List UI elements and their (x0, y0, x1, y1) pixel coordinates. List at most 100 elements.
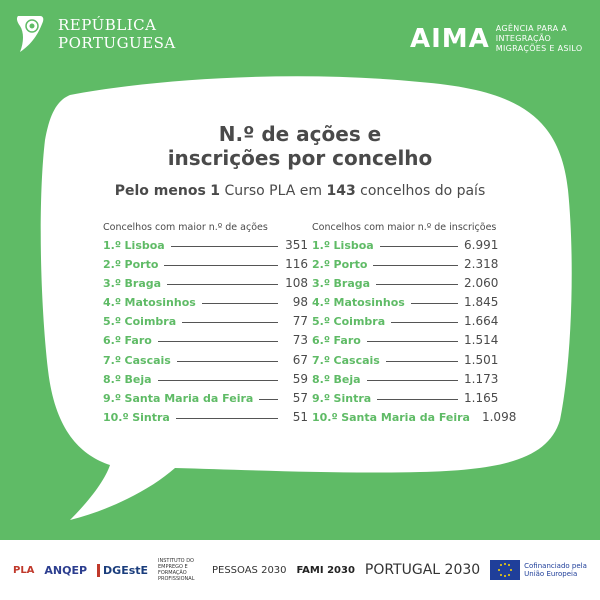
leader-line (366, 379, 458, 381)
list-item: 9.º Santa Maria da Feira 57 (103, 391, 308, 410)
rank: 7.º (103, 353, 122, 367)
leader-line (164, 265, 278, 267)
rank: 9.º (312, 391, 331, 405)
leader-line (376, 284, 458, 286)
list-item: 7.º Cascais 67 (103, 353, 308, 372)
registration-count: 1.173 (464, 371, 499, 386)
municipality-name: Cascais (333, 353, 380, 367)
leader-line (377, 398, 458, 400)
list-item: 8.º Beja 59 (103, 372, 308, 391)
leader-line (157, 379, 278, 381)
municipality-name: Santa Maria da Feira (124, 391, 254, 405)
pla-logo: PLA (12, 564, 35, 576)
rank: 5.º (312, 315, 331, 329)
list-item: 6.º Faro 73 (103, 333, 308, 352)
action-count: 116 (285, 257, 308, 272)
dgeste-logo: DGEstE (97, 563, 148, 577)
list-item: 3.º Braga 2.060 (312, 276, 502, 295)
list-item: 1.º Lisboa 6.991 (312, 238, 502, 257)
gov-line-1: REPÚBLICA (58, 16, 157, 34)
municipality-name: Porto (124, 258, 159, 272)
leader-line (201, 303, 278, 305)
rank: 9.º (103, 391, 122, 405)
leader-line (170, 246, 278, 247)
list-item: 4.º Matosinhos 1.845 (312, 295, 502, 314)
registration-count: 1.098 (481, 409, 517, 424)
municipality-name: Faro (333, 334, 361, 348)
action-count: 351 (285, 238, 308, 252)
registrations-ranking: Concelhos com maior n.º de inscrições 1.… (312, 222, 516, 429)
aima-logo: AIMA (410, 24, 490, 54)
leader-line (182, 322, 278, 324)
republic-emblem-icon (16, 16, 44, 52)
action-count: 73 (292, 333, 308, 348)
municipality-name: Sintra (132, 410, 170, 424)
leader-line (379, 246, 458, 247)
actions-ranking-header: Concelhos com maior n.º de ações (103, 222, 268, 233)
leader-line (157, 341, 278, 343)
action-count: 77 (292, 314, 308, 329)
rank: 10.º (103, 410, 129, 424)
list-item: 3.º Braga 108 (103, 276, 308, 295)
municipality-name: Beja (124, 372, 152, 386)
action-count: 59 (292, 371, 308, 386)
rank: 8.º (103, 372, 122, 386)
municipality-name: Coimbra (124, 315, 177, 329)
rank: 3.º (312, 277, 331, 291)
municipality-name: Faro (124, 334, 152, 348)
agency-line-1: AGÊNCIA PARA A (495, 24, 568, 33)
subtitle-prefix: Pelo menos (114, 183, 206, 199)
list-item: 6.º Faro 1.514 (312, 333, 502, 352)
municipality-name: Beja (333, 372, 361, 386)
eu-flag-icon (490, 560, 521, 580)
subtitle-middle: Curso PLA em (224, 183, 323, 199)
eu-line-2: União Europeia (524, 570, 578, 578)
eu-line-1: Cofinanciado pela (524, 562, 587, 570)
rank: 4.º (312, 296, 331, 310)
rank: 10.º (312, 410, 338, 424)
agency-name: AGÊNCIA PARA A INTEGRAÇÃO MIGRAÇÕES E AS… (496, 24, 583, 54)
leader-line (176, 360, 278, 362)
municipality-name: Cascais (124, 353, 171, 367)
government-name: REPÚBLICA PORTUGUESA (58, 16, 176, 52)
agency-line-2: INTEGRAÇÃO (495, 34, 552, 43)
leader-line (391, 322, 458, 324)
registration-count: 1.165 (464, 390, 499, 405)
municipality-name: Lisboa (333, 239, 374, 252)
leader-line (373, 265, 458, 267)
portugal-2030-logo: PORTUGAL 2030 (364, 562, 481, 578)
subtitle: Pelo menos 1 Curso PLA em 143 concelhos … (0, 183, 600, 199)
rank: 8.º (312, 372, 331, 386)
list-item: 10.º Santa Maria da Feira 1.098 (312, 410, 516, 429)
registration-count: 1.845 (464, 295, 499, 310)
registration-count: 1.664 (464, 314, 499, 329)
subtitle-course-count: 1 (210, 183, 221, 199)
rank: 4.º (103, 296, 122, 310)
municipality-name: Matosinhos (333, 296, 405, 310)
rank: 6.º (312, 334, 331, 348)
rank: 1.º (312, 239, 331, 252)
list-item: 5.º Coimbra 1.664 (312, 314, 502, 333)
municipality-name: Lisboa (124, 239, 165, 252)
list-item: 9.º Sintra 1.165 (312, 391, 502, 410)
iefp-logo: INSTITUTO DO EMPREGO E FORMAÇÃO PROFISSI… (158, 558, 195, 582)
municipality-name: Matosinhos (124, 296, 196, 310)
leader-line (175, 417, 278, 419)
eu-cofinancing-logo: Cofinanciado pela União Europeia (490, 560, 587, 580)
leader-line (385, 360, 458, 362)
leader-line (410, 303, 458, 305)
action-count: 51 (292, 409, 308, 424)
registration-count: 2.060 (464, 276, 499, 291)
list-item: 2.º Porto 116 (103, 257, 308, 276)
municipality-name: Braga (124, 277, 162, 291)
gov-line-2: PORTUGUESA (58, 34, 176, 52)
fami-2030-logo: FAMI 2030 (296, 564, 355, 576)
rank: 5.º (103, 315, 122, 329)
list-item: 7.º Cascais 1.501 (312, 353, 502, 372)
registrations-ranking-header: Concelhos com maior n.º de inscrições (312, 222, 497, 233)
municipality-name: Santa Maria da Feira (341, 410, 470, 424)
actions-ranking: Concelhos com maior n.º de ações 1.º Lis… (103, 222, 308, 429)
government-logo: REPÚBLICA PORTUGUESA (14, 14, 176, 54)
leader-line (167, 284, 278, 286)
